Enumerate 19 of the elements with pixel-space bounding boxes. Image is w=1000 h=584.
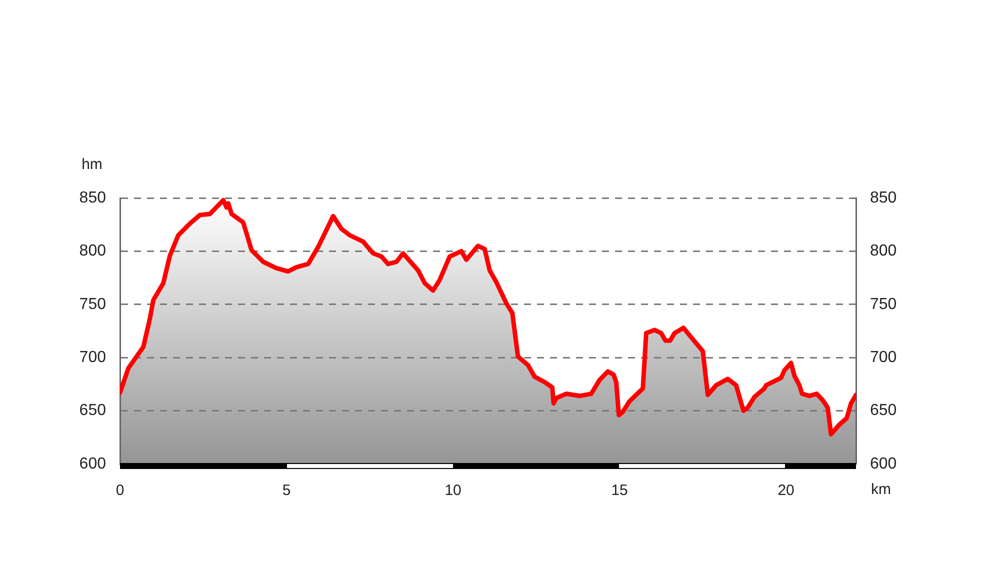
y2-tick-label: 650 (870, 402, 897, 420)
y-tick-label: 600 (79, 455, 106, 472)
x-axis-title: km (871, 481, 891, 498)
y2-tick-label: 600 (870, 455, 897, 472)
y2-tick-label: 750 (870, 296, 897, 313)
x-tick-label: 15 (611, 482, 628, 500)
y2-tick-label: 850 (870, 189, 897, 206)
x-tick-label: 10 (444, 482, 462, 500)
x-tick-label: 0 (116, 482, 124, 500)
y-tick-label: 800 (79, 242, 106, 260)
x-tick-label: 5 (282, 482, 291, 500)
x-tick-label: 20 (778, 482, 794, 500)
y-tick-label: 750 (79, 296, 106, 313)
y-tick-label: 650 (79, 402, 106, 420)
y-axis-title: hm (82, 156, 102, 174)
y2-tick-label: 700 (870, 349, 897, 366)
y2-tick-label: 800 (870, 242, 897, 260)
y-tick-label: 700 (79, 349, 106, 366)
y-tick-label: 850 (79, 189, 106, 206)
